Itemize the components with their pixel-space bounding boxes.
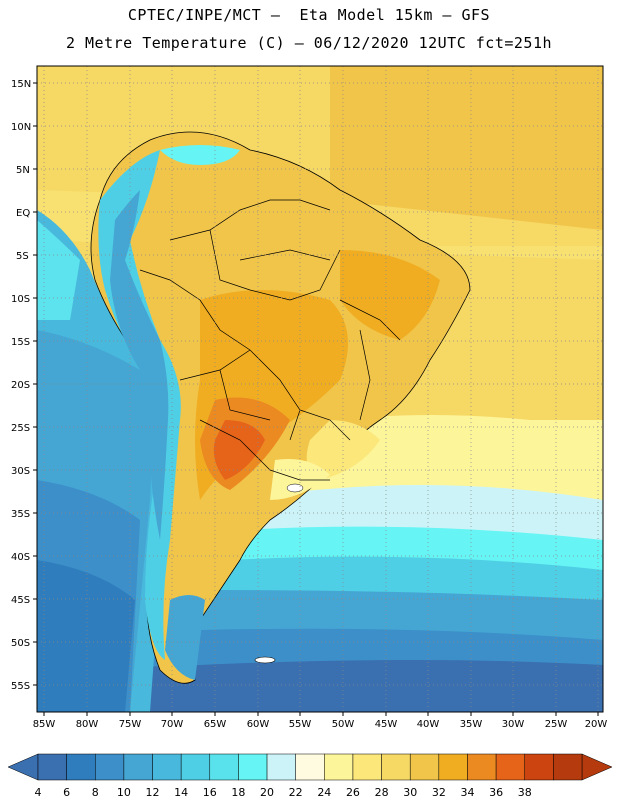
lat-label: 10N — [11, 122, 31, 133]
colorbar-cell — [352, 753, 382, 781]
colorbar-label: 8 — [92, 786, 99, 799]
colorbar-cell — [123, 753, 153, 781]
lon-label: 85W — [33, 719, 56, 730]
colorbar-label: 12 — [146, 786, 160, 799]
lat-label: 45S — [11, 595, 30, 606]
lat-label: 30S — [11, 466, 30, 477]
lat-label: EQ — [16, 208, 30, 219]
colorbar-cell — [66, 753, 96, 781]
lon-label: 70W — [161, 719, 184, 730]
colorbar-cell — [553, 753, 583, 781]
lon-labels: 85W 80W 75W 70W 65W 60W 55W 50W 45W 40W … — [33, 719, 608, 730]
lat-label: 10S — [11, 294, 30, 305]
map-title-line2: 2 Metre Temperature (C) – 06/12/2020 12U… — [65, 34, 553, 52]
lon-label: 30W — [502, 719, 525, 730]
colorbar-label: 36 — [489, 786, 503, 799]
lat-labels: 15N 10N 5N EQ 5S 10S 15S 20S 25S 30S 35S… — [11, 79, 31, 692]
lon-label: 75W — [119, 719, 142, 730]
lat-label: 15N — [11, 79, 31, 90]
lon-label: 65W — [204, 719, 227, 730]
colorbar-label: 34 — [460, 786, 474, 799]
lon-label: 55W — [289, 719, 312, 730]
colorbar-label: 4 — [35, 786, 42, 799]
lon-label: 35W — [460, 719, 483, 730]
map-field — [37, 66, 603, 712]
colorbar-cell — [324, 753, 354, 781]
colorbar-label: 26 — [346, 786, 360, 799]
axis-ticks — [33, 82, 599, 716]
colorbar-cell — [266, 753, 296, 781]
colorbar-cell — [467, 753, 497, 781]
colorbar-label: 30 — [403, 786, 417, 799]
lat-label: 20S — [11, 380, 30, 391]
colorbar-label: 24 — [317, 786, 331, 799]
lon-label: 60W — [247, 719, 270, 730]
colorbar-high-arrow — [581, 753, 613, 781]
colorbar: 4 6 8 10 12 14 16 18 20 22 24 26 28 30 32 34 36 38 — [7, 753, 613, 799]
colorbar-cell — [524, 753, 554, 781]
map-frame — [36, 65, 604, 713]
colorbar-cell — [381, 753, 411, 781]
colorbar-cell — [209, 753, 239, 781]
lon-label: 40W — [417, 719, 440, 730]
colorbar-label: 28 — [375, 786, 389, 799]
colorbar-label: 16 — [203, 786, 217, 799]
lat-label: 40S — [11, 552, 30, 563]
colorbar-cell — [409, 753, 440, 781]
lat-label: 25S — [11, 423, 30, 434]
colorbar-label: 20 — [260, 786, 274, 799]
colorbar-cell — [180, 753, 211, 781]
lon-label: 50W — [332, 719, 355, 730]
colorbar-label: 18 — [231, 786, 245, 799]
lon-label: 80W — [76, 719, 99, 730]
colorbar-cell — [95, 753, 125, 781]
colorbar-label: 32 — [432, 786, 446, 799]
lon-label: 25W — [545, 719, 568, 730]
lat-label: 55S — [11, 681, 30, 692]
lat-label: 15S — [11, 337, 30, 348]
colorbar-label: 6 — [63, 786, 70, 799]
colorbar-cell — [438, 753, 468, 781]
map-title-line1: CPTEC/INPE/MCT – Eta Model 15km – GFS — [127, 6, 491, 24]
colorbar-low-arrow — [7, 753, 39, 781]
colorbar-cell — [37, 753, 67, 781]
colorbar-cell — [295, 753, 325, 781]
colorbar-cell — [495, 753, 525, 781]
lat-label: 50S — [11, 638, 30, 649]
colorbar-label: 14 — [174, 786, 188, 799]
lat-label: 5S — [16, 251, 29, 262]
colorbar-cell — [152, 753, 182, 781]
lon-label: 20W — [585, 719, 608, 730]
colorbar-label: 38 — [518, 786, 532, 799]
lat-label: 5N — [16, 165, 30, 176]
colorbar-cell — [238, 753, 268, 781]
colorbar-label: 22 — [289, 786, 303, 799]
lat-label: 35S — [11, 509, 30, 520]
colorbar-label: 10 — [117, 786, 131, 799]
lon-label: 45W — [375, 719, 398, 730]
